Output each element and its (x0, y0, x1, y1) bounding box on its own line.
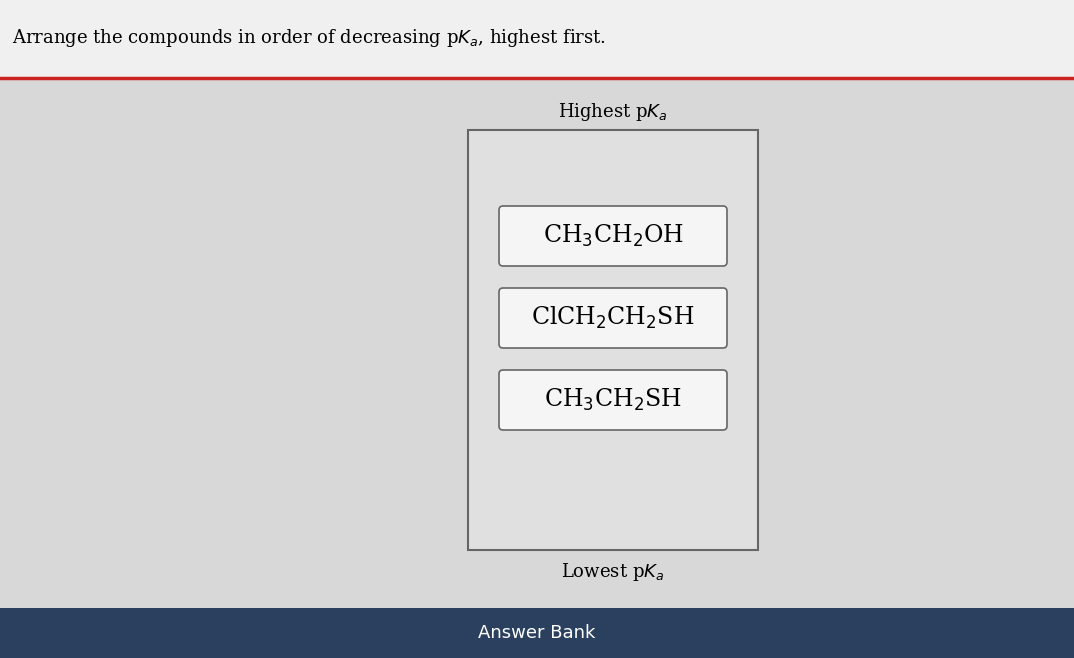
FancyBboxPatch shape (468, 130, 758, 550)
Text: Answer Bank: Answer Bank (478, 624, 596, 642)
Text: Lowest p$K_a$: Lowest p$K_a$ (562, 561, 665, 583)
FancyBboxPatch shape (499, 370, 727, 430)
Text: Highest p$K_a$: Highest p$K_a$ (558, 101, 668, 123)
FancyBboxPatch shape (0, 0, 1074, 78)
FancyBboxPatch shape (499, 206, 727, 266)
Text: CH$_3$CH$_2$OH: CH$_3$CH$_2$OH (542, 223, 683, 249)
FancyBboxPatch shape (0, 78, 1074, 608)
FancyBboxPatch shape (499, 288, 727, 348)
FancyBboxPatch shape (0, 608, 1074, 658)
Text: ClCH$_2$CH$_2$SH: ClCH$_2$CH$_2$SH (532, 305, 695, 331)
Text: CH$_3$CH$_2$SH: CH$_3$CH$_2$SH (545, 387, 682, 413)
Text: Arrange the compounds in order of decreasing p$K_a$, highest first.: Arrange the compounds in order of decrea… (12, 27, 606, 49)
